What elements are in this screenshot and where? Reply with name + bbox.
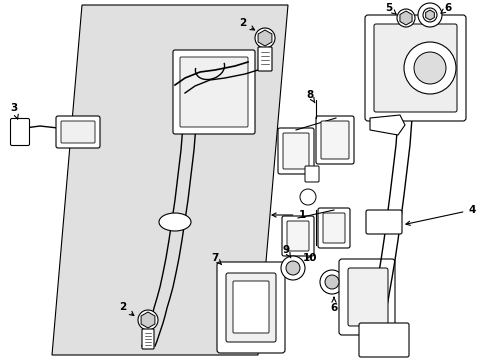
Circle shape [417,3,441,27]
FancyBboxPatch shape [282,216,313,256]
FancyBboxPatch shape [283,133,308,169]
FancyBboxPatch shape [142,329,154,349]
Text: 2: 2 [239,18,254,30]
Circle shape [396,9,414,27]
FancyBboxPatch shape [317,208,349,248]
Circle shape [319,270,343,294]
Circle shape [254,28,274,48]
Circle shape [422,8,436,22]
FancyBboxPatch shape [258,47,271,71]
Circle shape [299,189,315,205]
Polygon shape [52,5,287,355]
FancyBboxPatch shape [364,15,465,121]
FancyBboxPatch shape [347,268,387,326]
FancyBboxPatch shape [373,24,456,112]
FancyBboxPatch shape [225,273,275,342]
FancyBboxPatch shape [56,116,100,148]
FancyBboxPatch shape [10,118,29,145]
Text: 8: 8 [306,90,314,103]
Polygon shape [258,30,271,46]
Text: 9: 9 [282,245,290,258]
Polygon shape [369,115,404,135]
Circle shape [285,261,299,275]
Polygon shape [425,10,433,20]
Text: 10: 10 [302,253,317,263]
Text: 6: 6 [330,297,337,313]
Text: 3: 3 [10,103,18,119]
Circle shape [281,256,305,280]
FancyBboxPatch shape [323,213,345,243]
FancyBboxPatch shape [217,262,285,353]
FancyBboxPatch shape [278,128,313,174]
FancyBboxPatch shape [305,166,318,182]
Circle shape [325,275,338,289]
FancyBboxPatch shape [315,116,353,164]
FancyBboxPatch shape [232,281,268,333]
Text: 6: 6 [440,3,451,13]
FancyBboxPatch shape [173,50,254,134]
Circle shape [403,42,455,94]
Circle shape [138,310,158,330]
Text: 1: 1 [271,210,305,220]
FancyBboxPatch shape [365,210,401,234]
Polygon shape [399,11,411,25]
Text: 5: 5 [385,3,395,14]
FancyBboxPatch shape [61,121,95,143]
FancyBboxPatch shape [286,221,308,251]
FancyBboxPatch shape [180,57,247,127]
Text: 2: 2 [119,302,134,315]
Ellipse shape [159,213,191,231]
Text: 7: 7 [211,253,221,265]
FancyBboxPatch shape [358,323,408,357]
Polygon shape [141,312,155,328]
Text: 4: 4 [405,205,475,225]
FancyBboxPatch shape [338,259,394,335]
Circle shape [413,52,445,84]
FancyBboxPatch shape [320,121,348,159]
